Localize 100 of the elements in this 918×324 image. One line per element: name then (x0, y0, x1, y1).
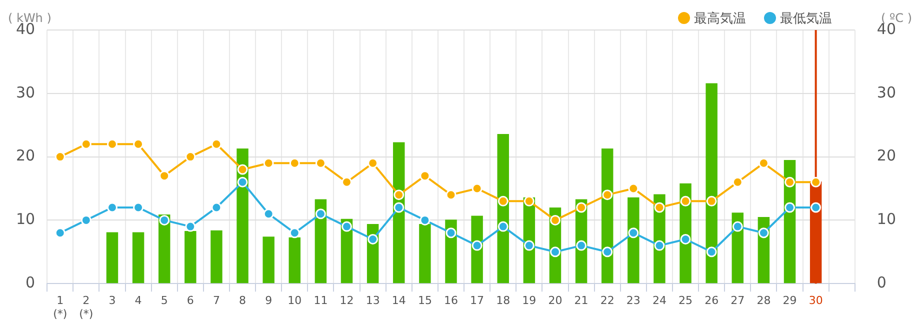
x-tick-label: 13 (366, 294, 380, 308)
x-tick-label: 8 (239, 294, 246, 308)
point (784, 202, 796, 213)
point (706, 246, 717, 258)
point (550, 246, 560, 258)
x-tick-label: 18 (496, 294, 510, 308)
bar (419, 224, 431, 284)
point (602, 246, 613, 258)
point (211, 202, 222, 213)
point (680, 234, 691, 244)
x-tick-label: 5 (160, 294, 168, 308)
point (550, 214, 560, 226)
point (654, 240, 665, 251)
point (368, 158, 378, 168)
point (368, 234, 378, 244)
x-tick-label: 7 (212, 294, 220, 308)
bar (132, 232, 144, 284)
x-tick-label: 6 (186, 294, 194, 308)
x-tick-label: 29 (782, 294, 797, 308)
y2-tick-label: 10 (876, 210, 896, 228)
point (758, 158, 769, 168)
x-tick-label: 14 (392, 294, 406, 308)
y-tick-label: 30 (16, 83, 36, 102)
point (106, 138, 118, 150)
point (159, 214, 170, 226)
point (524, 196, 534, 206)
point (472, 183, 482, 194)
point (758, 228, 769, 238)
x-tick-label: 24 (652, 294, 666, 308)
point (289, 228, 300, 238)
y2-tick-label: 20 (876, 146, 896, 165)
point (472, 240, 482, 251)
x-tick-label: 22 (600, 294, 614, 308)
point (106, 202, 118, 213)
point (810, 176, 822, 188)
x-tick-label: 25 (678, 294, 693, 308)
point (446, 228, 456, 238)
bar (106, 232, 118, 284)
legend-label: 最高気温 (694, 10, 746, 26)
point (394, 202, 404, 213)
point (159, 170, 170, 182)
x-tick-label: 1 (*) (53, 294, 68, 320)
y-tick-label: 20 (16, 146, 36, 165)
bar (314, 199, 327, 284)
point (263, 158, 274, 168)
y2-tick-label: 30 (876, 83, 896, 102)
point (315, 158, 326, 168)
x-tick-label: 2 (*) (79, 294, 94, 320)
bar (262, 236, 274, 284)
point (576, 202, 587, 213)
point (420, 170, 430, 182)
x-tick-label: 28 (756, 294, 771, 308)
bar (288, 237, 301, 284)
x-tick-label: 4 (134, 294, 142, 308)
point (342, 221, 352, 232)
point (133, 202, 144, 213)
point (784, 176, 796, 188)
bar (497, 134, 509, 284)
x-tick-label: 10 (288, 294, 302, 308)
bar (184, 230, 196, 284)
y-tick-label: 10 (16, 210, 36, 228)
point (498, 196, 508, 206)
x-tick-label: 30 (808, 294, 823, 308)
x-tick-label: 16 (444, 294, 458, 308)
point (237, 164, 248, 175)
x-tick-label: 15 (418, 294, 432, 308)
x-tick-label: 23 (626, 294, 640, 308)
point (185, 221, 196, 232)
point (602, 190, 613, 200)
point (289, 158, 300, 168)
bar (628, 197, 640, 284)
x-tick-label: 20 (548, 294, 562, 308)
point (498, 221, 508, 232)
bar (210, 230, 222, 284)
x-tick-label: 17 (470, 294, 484, 308)
point (446, 190, 456, 200)
point (810, 202, 822, 213)
point (80, 138, 92, 150)
legend-label: 最低気温 (780, 11, 832, 26)
point (315, 208, 326, 220)
point (237, 176, 248, 188)
point (211, 138, 222, 150)
x-tick-label: 12 (340, 294, 354, 308)
point (732, 176, 743, 188)
point (628, 183, 639, 194)
point (706, 196, 717, 206)
y2-tick-label: 0 (876, 273, 886, 292)
point (576, 240, 587, 251)
x-tick-label: 27 (730, 294, 745, 308)
x-tick-label: 19 (522, 294, 536, 308)
point (185, 152, 196, 162)
point (680, 196, 691, 206)
bar (706, 83, 718, 284)
point (263, 208, 274, 220)
point (342, 176, 352, 188)
point (524, 240, 534, 251)
point (654, 202, 665, 213)
x-tick-label: 3 (108, 294, 116, 308)
point (732, 221, 743, 232)
x-tick-label: 11 (314, 294, 328, 308)
